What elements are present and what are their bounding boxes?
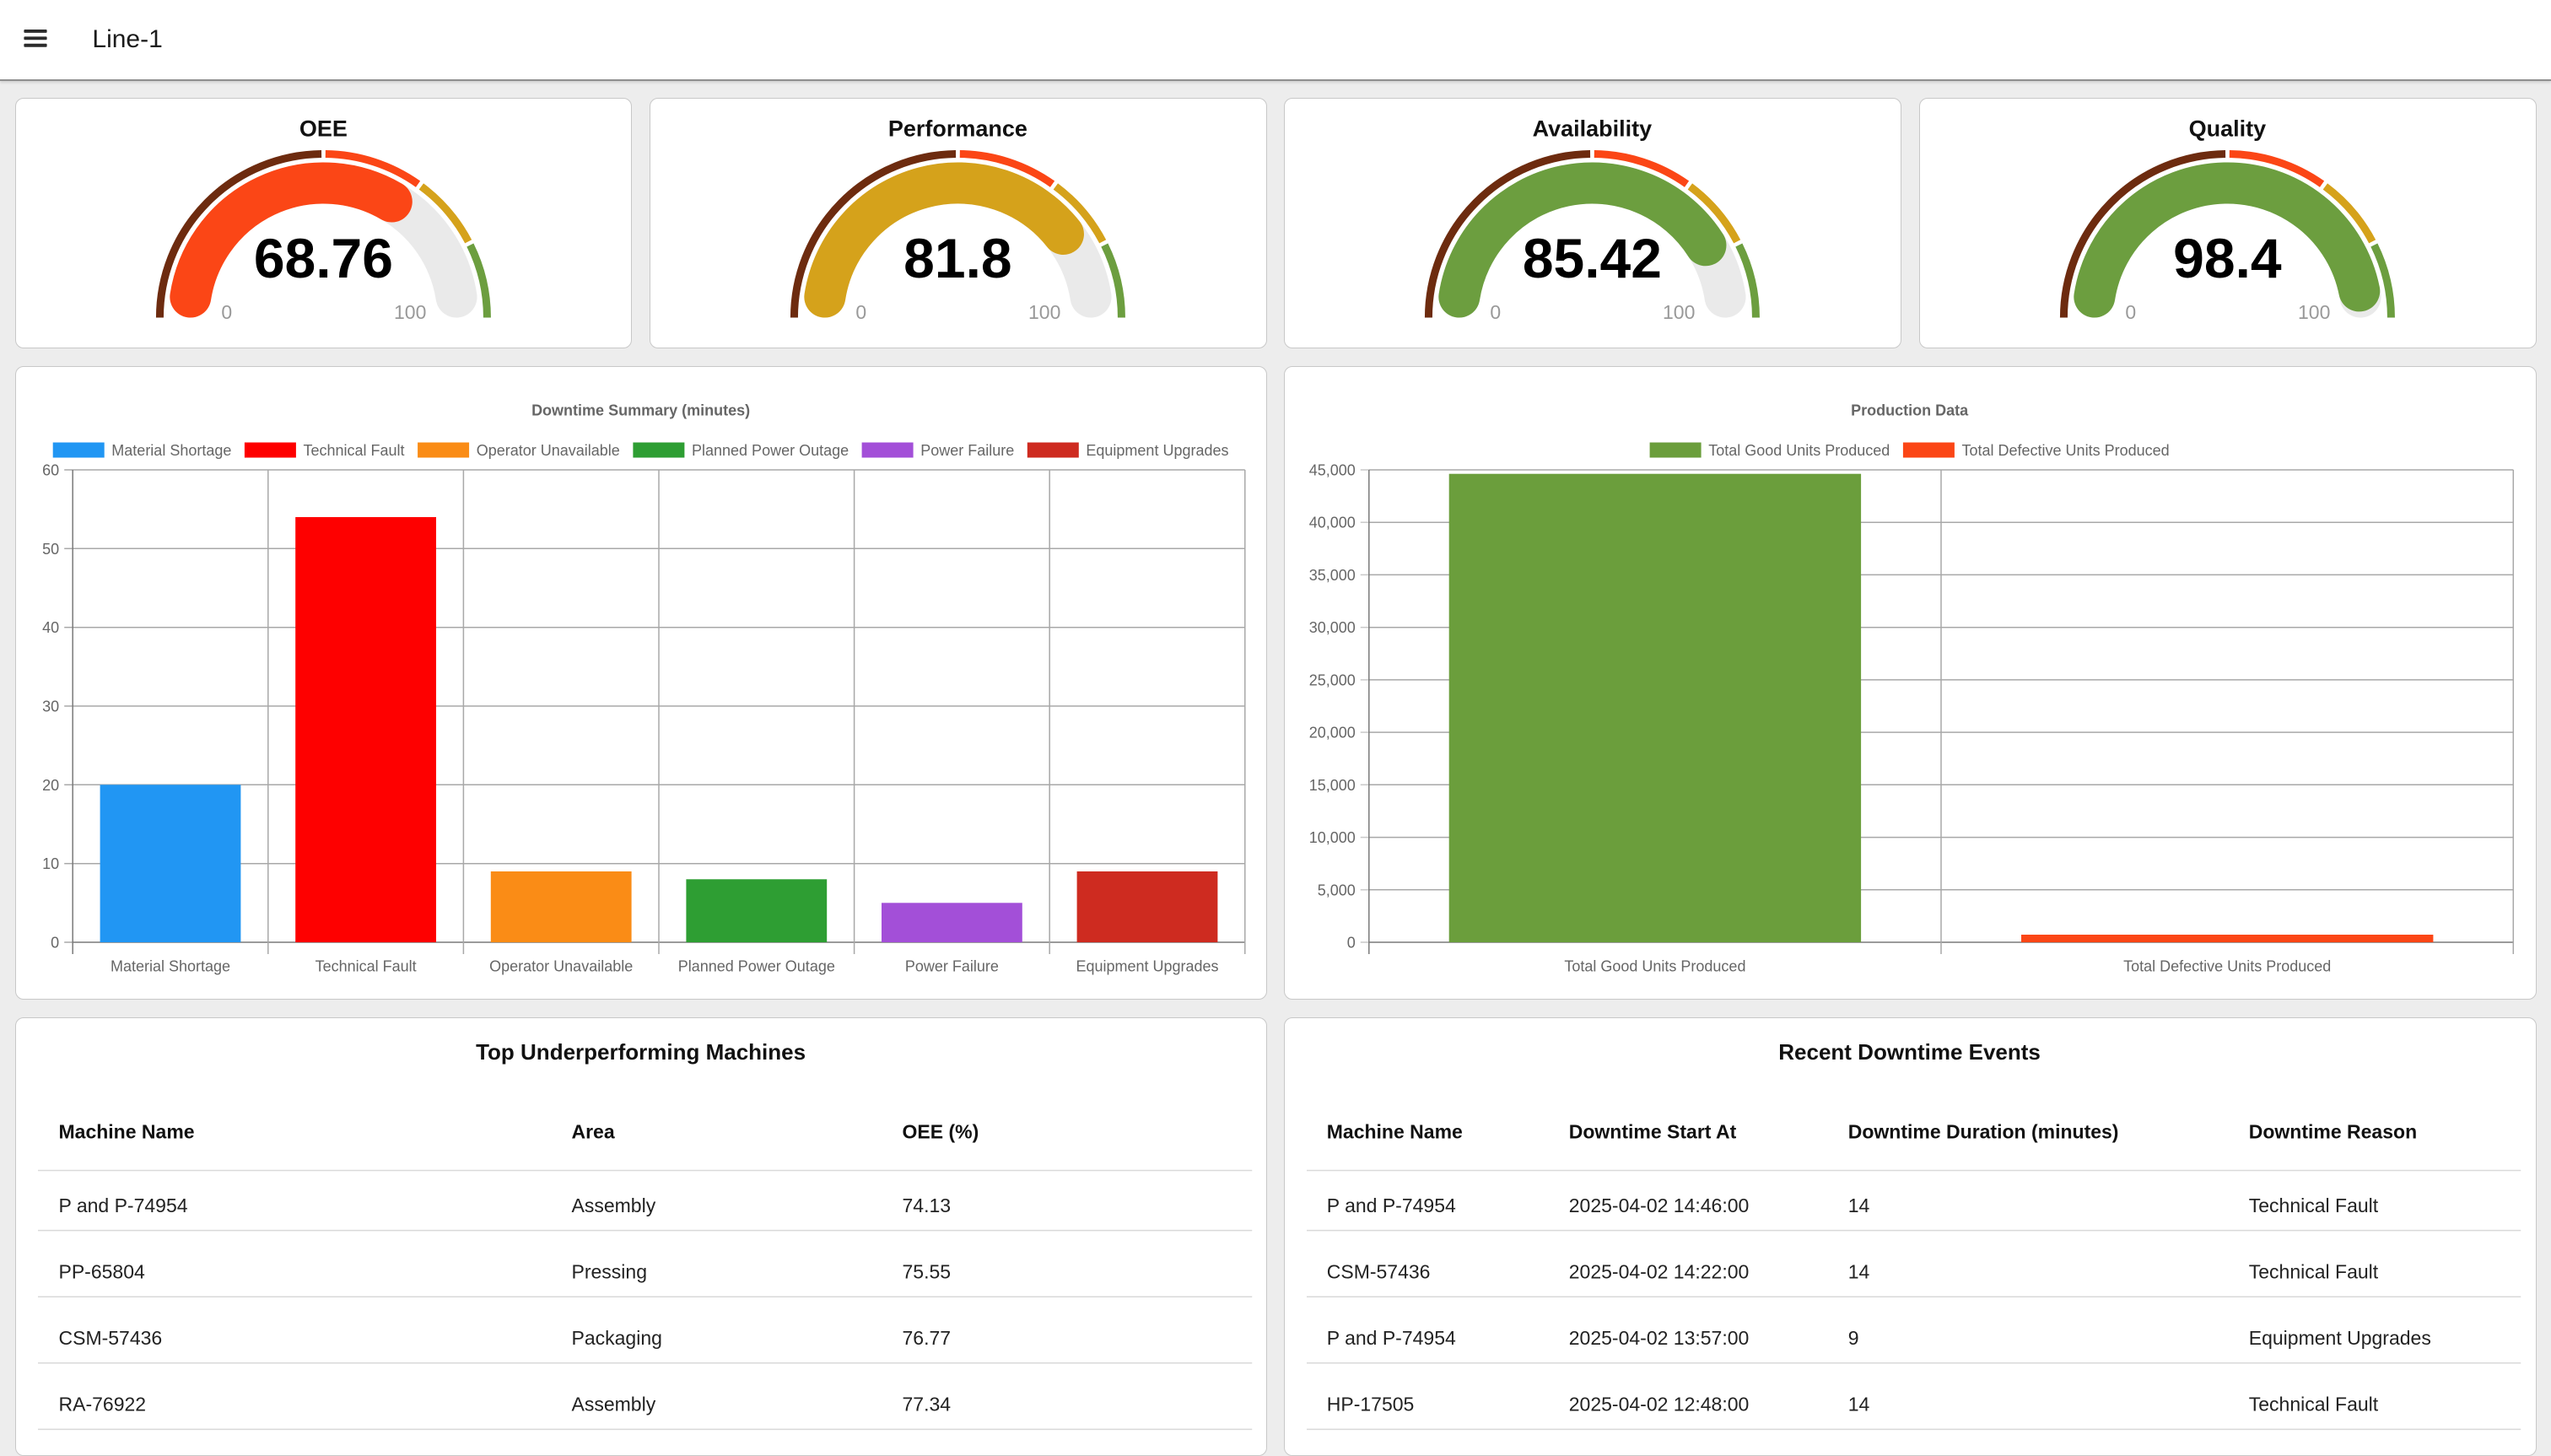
svg-text:P and P-74954: P and P-74954: [1327, 1194, 1456, 1216]
svg-text:0: 0: [1347, 934, 1356, 951]
svg-text:0: 0: [51, 934, 59, 951]
svg-text:15,000: 15,000: [1309, 776, 1356, 793]
svg-text:Total Defective Units Produced: Total Defective Units Produced: [1962, 441, 2170, 458]
svg-text:10: 10: [42, 855, 59, 872]
svg-text:Availability: Availability: [1533, 116, 1653, 142]
svg-text:Performance: Performance: [888, 116, 1027, 142]
svg-text:25,000: 25,000: [1309, 671, 1356, 688]
svg-text:100: 100: [394, 301, 426, 323]
svg-text:Planned Power Outage: Planned Power Outage: [677, 957, 834, 974]
svg-text:Equipment Upgrades: Equipment Upgrades: [1086, 441, 1228, 458]
svg-text:Downtime Reason: Downtime Reason: [2249, 1121, 2417, 1143]
svg-text:5,000: 5,000: [1318, 882, 1356, 898]
svg-text:Machine Name: Machine Name: [1327, 1121, 1463, 1143]
svg-text:OEE: OEE: [299, 116, 347, 142]
svg-text:14: 14: [1848, 1394, 1870, 1416]
svg-text:Technical Fault: Technical Fault: [2249, 1194, 2379, 1216]
svg-text:Packaging: Packaging: [571, 1327, 661, 1349]
svg-text:Technical Fault: Technical Fault: [303, 441, 404, 458]
svg-text:40,000: 40,000: [1309, 514, 1356, 531]
svg-text:45,000: 45,000: [1309, 461, 1356, 478]
svg-text:40: 40: [42, 619, 59, 636]
svg-text:2025-04-02 12:48:00: 2025-04-02 12:48:00: [1569, 1394, 1750, 1416]
svg-text:Recent Downtime Events: Recent Downtime Events: [1779, 1039, 2041, 1065]
svg-text:Assembly: Assembly: [571, 1194, 655, 1216]
svg-text:20: 20: [42, 776, 59, 793]
svg-text:CSM-57436: CSM-57436: [58, 1327, 162, 1349]
svg-text:81.8: 81.8: [903, 227, 1011, 289]
svg-text:0: 0: [2125, 301, 2136, 323]
svg-text:Total Defective Units Produced: Total Defective Units Produced: [2123, 957, 2331, 974]
svg-text:0: 0: [221, 301, 232, 323]
svg-text:14: 14: [1848, 1260, 1870, 1282]
svg-text:Operator Unavailable: Operator Unavailable: [476, 441, 619, 458]
svg-text:75.55: 75.55: [902, 1260, 951, 1282]
svg-text:30,000: 30,000: [1309, 619, 1356, 636]
svg-text:68.76: 68.76: [253, 227, 392, 289]
svg-text:2025-04-02 14:22:00: 2025-04-02 14:22:00: [1569, 1260, 1750, 1282]
svg-text:Material Shortage: Material Shortage: [110, 957, 229, 974]
svg-text:Total Good Units Produced: Total Good Units Produced: [1565, 957, 1746, 974]
svg-text:RA-76922: RA-76922: [58, 1394, 146, 1416]
svg-text:85.42: 85.42: [1523, 227, 1662, 289]
svg-text:10,000: 10,000: [1309, 829, 1356, 846]
svg-text:Technical Fault: Technical Fault: [315, 957, 416, 974]
svg-text:0: 0: [1491, 301, 1502, 323]
svg-text:Material Shortage: Material Shortage: [111, 441, 231, 458]
svg-text:CSM-57436: CSM-57436: [1327, 1260, 1431, 1282]
svg-text:76.77: 76.77: [902, 1327, 951, 1349]
svg-text:20,000: 20,000: [1309, 724, 1356, 741]
svg-text:Downtime Start At: Downtime Start At: [1569, 1121, 1737, 1143]
svg-text:50: 50: [42, 540, 59, 557]
svg-text:OEE (%): OEE (%): [902, 1121, 979, 1143]
svg-text:9: 9: [1848, 1327, 1859, 1349]
svg-text:Downtime Summary (minutes): Downtime Summary (minutes): [531, 402, 750, 418]
svg-text:Equipment Upgrades: Equipment Upgrades: [2249, 1327, 2431, 1349]
svg-text:Technical Fault: Technical Fault: [2249, 1260, 2379, 1282]
svg-text:Equipment Upgrades: Equipment Upgrades: [1076, 957, 1218, 974]
svg-text:77.34: 77.34: [902, 1394, 951, 1416]
svg-text:Power Failure: Power Failure: [904, 957, 998, 974]
svg-text:Area: Area: [571, 1121, 614, 1143]
svg-text:Quality: Quality: [2188, 116, 2266, 142]
svg-text:2025-04-02 14:46:00: 2025-04-02 14:46:00: [1569, 1194, 1750, 1216]
svg-text:74.13: 74.13: [902, 1194, 951, 1216]
svg-text:14: 14: [1848, 1194, 1870, 1216]
svg-text:0: 0: [855, 301, 866, 323]
svg-text:30: 30: [42, 698, 59, 715]
svg-text:Machine Name: Machine Name: [58, 1121, 194, 1143]
svg-text:Top Underperforming Machines: Top Underperforming Machines: [476, 1039, 806, 1065]
svg-text:60: 60: [42, 461, 59, 478]
svg-text:Assembly: Assembly: [571, 1394, 655, 1416]
svg-text:P and P-74954: P and P-74954: [1327, 1327, 1456, 1349]
svg-text:P and P-74954: P and P-74954: [58, 1194, 187, 1216]
svg-text:2025-04-02 13:57:00: 2025-04-02 13:57:00: [1569, 1327, 1750, 1349]
svg-text:Power Failure: Power Failure: [920, 441, 1014, 458]
svg-text:Production Data: Production Data: [1851, 402, 1969, 418]
svg-text:100: 100: [1663, 301, 1695, 323]
svg-text:Pressing: Pressing: [571, 1260, 646, 1282]
svg-text:PP-65804: PP-65804: [58, 1260, 145, 1282]
svg-text:HP-17505: HP-17505: [1327, 1394, 1415, 1416]
svg-text:100: 100: [2298, 301, 2330, 323]
svg-text:100: 100: [1028, 301, 1060, 323]
svg-text:35,000: 35,000: [1309, 566, 1356, 583]
svg-text:98.4: 98.4: [2173, 227, 2282, 289]
svg-text:Technical Fault: Technical Fault: [2249, 1394, 2379, 1416]
svg-text:Operator Unavailable: Operator Unavailable: [489, 957, 633, 974]
svg-text:Planned Power Outage: Planned Power Outage: [692, 441, 849, 458]
svg-text:Downtime Duration (minutes): Downtime Duration (minutes): [1848, 1121, 2119, 1143]
svg-text:Total Good Units Produced: Total Good Units Produced: [1708, 441, 1890, 458]
